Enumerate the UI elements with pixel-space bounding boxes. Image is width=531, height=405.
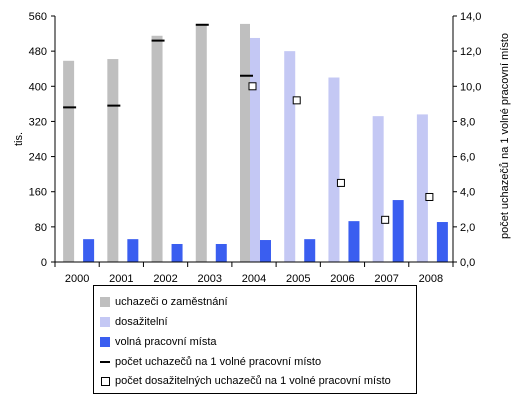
bar-uchazeci <box>63 60 75 262</box>
bar-dosazitelni <box>250 37 260 262</box>
x-tick-label: 2004 <box>242 273 266 285</box>
y-tick-label-right: 14,0 <box>460 11 481 23</box>
y-tick-label-left: 320 <box>29 116 47 128</box>
legend-label: uchazeči o zaměstnání <box>115 296 228 308</box>
x-tick-label: 2007 <box>374 273 398 285</box>
y-tick-label-left: 240 <box>29 152 47 164</box>
legend-item-pocet-uchazecu: počet uchazečů na 1 volné pracovní místo <box>100 353 321 371</box>
marker-pocet-dosazitelnych <box>336 178 345 187</box>
legend-swatch-square <box>101 376 110 386</box>
x-tick-label: 2000 <box>65 273 89 285</box>
x-tick-label: 2006 <box>330 273 354 285</box>
bar-dosazitelni <box>328 77 340 262</box>
legend-swatch-blue <box>100 337 110 347</box>
legend-label: počet uchazečů na 1 volné pracovní místo <box>115 356 322 368</box>
legend-item-dosazitelni: dosažitelní <box>100 313 168 331</box>
marker-pocet-dosazitelnych <box>425 192 434 201</box>
bar-volna-mista <box>260 240 271 262</box>
bar-dosazitelni <box>284 51 296 263</box>
y-tick-label-right: 4,0 <box>460 187 475 199</box>
y-tick-label-left: 160 <box>29 187 47 199</box>
bar-uchazeci <box>107 59 119 262</box>
y-tick-label-left: 0 <box>41 257 47 269</box>
y-tick-label-left: 400 <box>29 81 47 93</box>
legend-label: volná pracovní místa <box>115 336 217 348</box>
bar-volna-mista <box>215 243 227 262</box>
markers-layer <box>63 23 434 224</box>
bar-dosazitelni <box>416 114 428 263</box>
bar-volna-mista <box>304 239 316 262</box>
bar-volna-mista <box>392 200 404 262</box>
x-tick-label: 2001 <box>109 273 133 285</box>
legend-swatch-gray <box>100 297 110 307</box>
legend-item-volna-mista: volná pracovní místa <box>100 333 217 351</box>
x-tick-label: 2008 <box>419 273 443 285</box>
y-tick-label-right: 0,0 <box>460 257 475 269</box>
marker-pocet-dosazitelnych <box>292 96 301 105</box>
ticks-layer: 0 80 160 240 320 400 480 560 0,0 2,0 4,0 6,0 8,0 10,0… <box>29 11 482 285</box>
bar-volna-mista <box>348 221 360 262</box>
y-tick-label-right: 6,0 <box>460 152 475 164</box>
y-tick-label-left: 480 <box>29 46 47 58</box>
bar-volna-mista <box>171 243 183 262</box>
y-tick-label-left: 560 <box>29 11 47 23</box>
legend-swatch-dash <box>100 361 110 363</box>
bar-volna-mista <box>127 239 139 262</box>
bar-uchazeci <box>151 35 163 263</box>
y-axis-title-left: tis. <box>13 132 25 146</box>
bars-layer <box>63 23 448 263</box>
bar-uchazeci <box>195 23 207 263</box>
bar-volna-mista <box>83 239 95 262</box>
legend-label: dosažitelní <box>115 316 168 328</box>
legend-label: počet dosažitelných uchazečů na 1 volné … <box>115 375 391 387</box>
y-tick-label-right: 8,0 <box>460 116 475 128</box>
y-axis-title-right: počet uchazečů na 1 volné pracovní místo <box>499 33 511 239</box>
y-tick-label-left: 80 <box>35 222 47 234</box>
bar-dosazitelni <box>372 116 384 263</box>
y-tick-label-right: 2,0 <box>460 222 475 234</box>
y-tick-label-right: 10,0 <box>460 81 481 93</box>
x-tick-label: 2002 <box>153 273 177 285</box>
x-tick-label: 2005 <box>286 273 310 285</box>
y-tick-label-right: 12,0 <box>460 46 481 58</box>
legend-swatch-lavender <box>100 317 110 327</box>
x-tick-label: 2003 <box>198 273 222 285</box>
marker-pocet-dosazitelnych <box>381 215 390 224</box>
legend-item-uchazeci: uchazeči o zaměstnání <box>100 293 228 311</box>
legend-item-pocet-dosazitelnych: počet dosažitelných uchazečů na 1 volné … <box>100 372 391 390</box>
marker-pocet-dosazitelnych <box>248 82 257 91</box>
axes-layer <box>54 16 454 263</box>
bar-uchazeci <box>240 23 250 263</box>
legend: uchazeči o zaměstnání dosažitelní volná … <box>93 285 417 394</box>
bar-volna-mista <box>436 222 448 262</box>
